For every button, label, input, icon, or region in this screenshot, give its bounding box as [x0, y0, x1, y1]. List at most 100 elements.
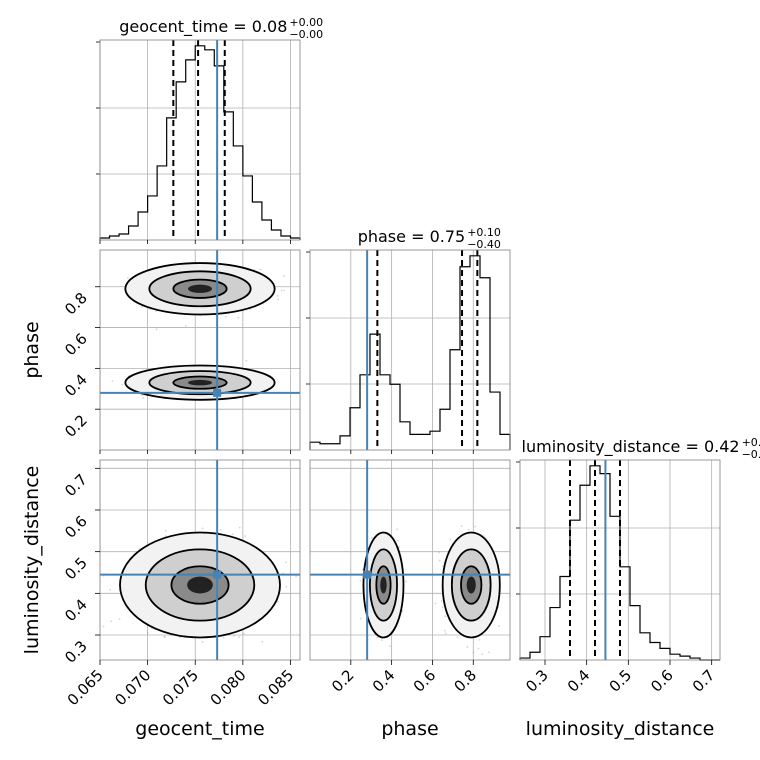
- panel-frame: [99, 249, 301, 451]
- x-tick-label: 0.065: [64, 666, 107, 709]
- scatter-point: [444, 632, 447, 635]
- density-peak: [188, 284, 212, 293]
- y-tick-label: 0.2: [61, 411, 91, 441]
- scatter-point: [102, 625, 105, 628]
- scatter-point: [127, 276, 129, 279]
- panel-frame: [99, 39, 301, 241]
- y-tick-label: 0.8: [61, 289, 91, 319]
- y-tick-label: 0.4: [61, 370, 91, 400]
- y-tick-label: 0.3: [61, 637, 91, 667]
- x-tick-label: 0.075: [159, 666, 202, 709]
- scatter-point: [109, 588, 112, 591]
- scatter-point: [478, 638, 481, 641]
- x-tick-label: 0.4: [369, 666, 399, 696]
- scatter-point: [389, 645, 391, 648]
- scatter-point: [370, 537, 373, 539]
- marginal-panel-phase: phase = 0.75 +0.10−0.40: [306, 226, 511, 451]
- scatter-point: [222, 636, 225, 639]
- scatter-point: [396, 539, 399, 542]
- y-axis-label-phase: phase: [21, 321, 43, 378]
- joint-panel-geocent_time-luminosity_distance: [99, 459, 301, 661]
- title-upper-error: +0.10: [467, 226, 501, 239]
- scatter-point: [285, 585, 288, 588]
- scatter-point: [438, 551, 440, 554]
- scatter-point: [295, 575, 298, 578]
- title-lower-error: −0.40: [467, 238, 501, 251]
- scatter-point: [405, 580, 408, 583]
- scatter-point: [201, 527, 204, 530]
- y-tick-label: 0.7: [61, 470, 91, 500]
- scatter-point: [238, 636, 240, 638]
- joint-panel-phase-luminosity_distance: [309, 459, 511, 661]
- joint-content: [310, 460, 510, 660]
- scatter-point: [434, 602, 437, 605]
- x-tick-label: 0.7: [689, 666, 719, 696]
- scatter-point: [233, 635, 236, 637]
- scatter-point: [276, 294, 279, 297]
- scatter-point: [481, 653, 484, 656]
- panel-frame: [309, 459, 511, 661]
- scatter-point: [237, 316, 240, 319]
- scatter-point: [438, 559, 441, 562]
- x-tick-label: 0.6: [647, 666, 677, 696]
- title-upper-error: +0.06: [742, 436, 760, 449]
- scatter-point: [441, 606, 444, 609]
- scatter-point: [440, 600, 443, 602]
- scatter-point: [396, 528, 399, 531]
- x-tick-label: 0.070: [111, 666, 154, 709]
- scatter-point: [121, 383, 124, 386]
- joint-panel-geocent_time-phase: [99, 249, 301, 451]
- scatter-point: [140, 394, 143, 396]
- title-text: phase = 0.75: [358, 227, 465, 246]
- scatter-point: [474, 525, 477, 528]
- scatter-point: [467, 528, 470, 531]
- scatter-point: [359, 617, 362, 620]
- truth-marker: [213, 570, 222, 579]
- marginal-panel-luminosity_distance: luminosity_distance = 0.42+0.06−0.06: [516, 436, 760, 661]
- marginal-title-luminosity_distance: luminosity_distance = 0.42+0.06−0.06: [522, 436, 760, 461]
- scatter-point: [401, 610, 404, 612]
- scatter-point: [219, 529, 222, 531]
- marginal-title-geocent_time: geocent_time = 0.08 +0.00−0.00: [119, 16, 323, 41]
- y-tick-label: 0.5: [61, 554, 91, 584]
- scatter-point: [460, 525, 463, 527]
- scatter-point: [277, 298, 280, 301]
- scatter-point: [441, 565, 444, 568]
- scatter-point: [165, 530, 167, 532]
- scatter-point: [155, 328, 158, 331]
- density-peak: [188, 379, 212, 386]
- title-lower-error: −0.00: [289, 28, 323, 41]
- scatter-point: [444, 615, 447, 618]
- scatter-point: [361, 568, 364, 571]
- title-upper-error: +0.00: [289, 16, 323, 29]
- histogram-phase: [309, 255, 511, 450]
- scatter-point: [277, 600, 279, 603]
- density-peak: [187, 576, 213, 594]
- joint-content: [100, 250, 300, 450]
- scatter-point: [443, 629, 446, 632]
- scatter-point: [110, 620, 113, 623]
- histogram-luminosity_distance: [519, 465, 720, 661]
- scatter-point: [238, 526, 241, 529]
- scatter-point: [155, 310, 158, 313]
- scatter-point: [259, 268, 262, 271]
- scatter-point: [466, 646, 469, 648]
- x-axis-label-luminosity_distance: luminosity_distance: [526, 718, 715, 740]
- scatter-point: [224, 315, 227, 318]
- scatter-point: [283, 274, 286, 277]
- scatter-point: [184, 325, 187, 327]
- truth-marker: [363, 570, 372, 579]
- scatter-point: [283, 289, 285, 292]
- scatter-point: [456, 636, 459, 639]
- scatter-point: [231, 533, 234, 536]
- scatter-point: [285, 561, 287, 564]
- scatter-point: [140, 306, 143, 308]
- marginal-title-phase: phase = 0.75 +0.10−0.40: [358, 226, 501, 251]
- density-peak: [380, 576, 387, 594]
- scatter-point: [359, 579, 362, 582]
- x-axis-label-phase: phase: [381, 718, 438, 740]
- x-tick-label: 0.6: [410, 666, 440, 696]
- scatter-point: [261, 640, 264, 643]
